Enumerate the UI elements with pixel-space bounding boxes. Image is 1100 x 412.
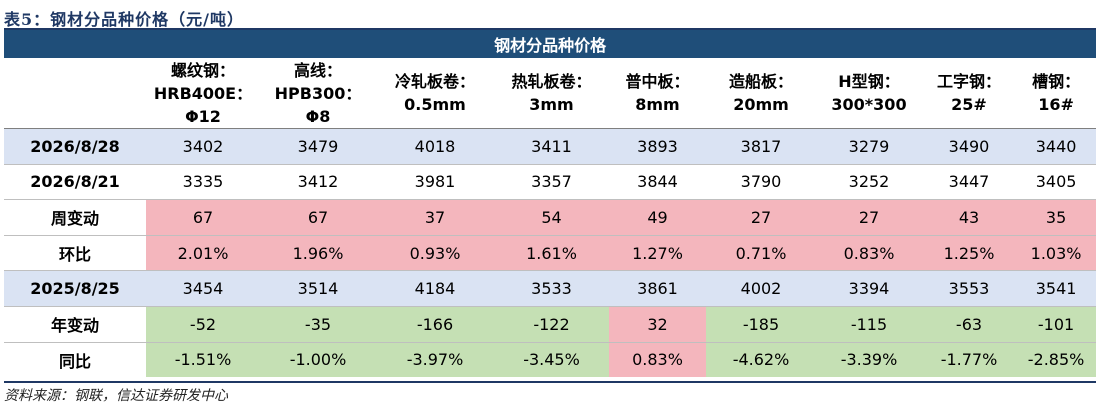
table-cell: -63 <box>922 305 1016 343</box>
table-caption: 表5：钢材分品种价格（元/吨） <box>4 10 244 29</box>
table-cell: -3.97% <box>376 341 494 378</box>
header-corner <box>4 58 146 129</box>
table-cell: 4184 <box>376 270 494 307</box>
column-header: 螺纹钢： HRB400E： Φ12 <box>146 58 260 129</box>
table-cell: 4018 <box>376 128 494 165</box>
table-cell: 2.01% <box>146 234 260 271</box>
table-cell: -3.45% <box>494 341 609 378</box>
table-cell: 3861 <box>609 270 706 307</box>
table-cell: -122 <box>494 305 609 343</box>
table-cell: 0.71% <box>706 234 816 271</box>
row-label: 2026/8/28 <box>4 128 146 165</box>
table-cell: 1.25% <box>922 234 1016 271</box>
table-cell: 3514 <box>260 270 376 307</box>
column-header: 工字钢： 25# <box>922 58 1016 129</box>
table-row: 年变动 -52 -35 -166 -122 32 -185 -115 -63 -101 <box>4 305 1097 343</box>
table-title: 钢材分品种价格 <box>4 30 1097 58</box>
row-label: 同比 <box>4 341 146 378</box>
table-cell: 0.83% <box>609 341 706 378</box>
table-row: 2025/8/25 3454 3514 4184 3533 3861 4002 3394 355… <box>4 270 1097 307</box>
row-label: 环比 <box>4 234 146 271</box>
column-header: 普中板： 8mm <box>609 58 706 129</box>
column-header: 冷轧板卷： 0.5mm <box>376 58 494 129</box>
table-cell: 67 <box>260 199 376 236</box>
table-cell: -4.62% <box>706 341 816 378</box>
table-cell: 27 <box>816 199 922 236</box>
table-cell: 3893 <box>609 128 706 165</box>
table-cell: 37 <box>376 199 494 236</box>
table-cell: 3533 <box>494 270 609 307</box>
table-cell: 3402 <box>146 128 260 165</box>
table-cell: -2.85% <box>1016 341 1097 378</box>
table-cell: -1.51% <box>146 341 260 378</box>
table-cell: 3490 <box>922 128 1016 165</box>
row-label: 周变动 <box>4 199 146 236</box>
table-cell: -1.77% <box>922 341 1016 378</box>
table-cell: 3541 <box>1016 270 1097 307</box>
row-label: 2025/8/25 <box>4 270 146 307</box>
table-title-row: 钢材分品种价格 <box>4 30 1097 58</box>
table-cell: 3411 <box>494 128 609 165</box>
bottom-rule <box>4 381 1096 383</box>
table-cell: -35 <box>260 305 376 343</box>
table-cell: 4002 <box>706 270 816 307</box>
table-cell: -185 <box>706 305 816 343</box>
table-cell: 3440 <box>1016 128 1097 165</box>
table-cell: 27 <box>706 199 816 236</box>
column-header: 造船板： 20mm <box>706 58 816 129</box>
table-cell: 3844 <box>609 163 706 200</box>
table-cell: -166 <box>376 305 494 343</box>
table-cell: 3394 <box>816 270 922 307</box>
table-cell: 3817 <box>706 128 816 165</box>
column-header: 槽钢： 16# <box>1016 58 1097 129</box>
table-cell: 3357 <box>494 163 609 200</box>
top-rule <box>4 28 1096 30</box>
table-row: 2026/8/21 3335 3412 3981 3357 3844 3790 3252 344… <box>4 163 1097 200</box>
table-cell: -52 <box>146 305 260 343</box>
column-header: 热轧板卷： 3mm <box>494 58 609 129</box>
table-cell: 49 <box>609 199 706 236</box>
table-row: 2026/8/28 3402 3479 4018 3411 3893 3817 3279 349… <box>4 128 1097 165</box>
column-header: 高线： HPB300： Φ8 <box>260 58 376 129</box>
table-cell: 32 <box>609 305 706 343</box>
table-cell: 1.61% <box>494 234 609 271</box>
table-cell: 3335 <box>146 163 260 200</box>
column-header-row: 螺纹钢： HRB400E： Φ12 高线： HPB300： Φ8 冷轧板卷： 0.5… <box>4 58 1097 129</box>
table-cell: 3252 <box>816 163 922 200</box>
table-cell: 3279 <box>816 128 922 165</box>
column-header: H型钢： 300*300 <box>816 58 922 129</box>
row-label: 2026/8/21 <box>4 163 146 200</box>
table-cell: 54 <box>494 199 609 236</box>
table-cell: 3405 <box>1016 163 1097 200</box>
table-cell: -115 <box>816 305 922 343</box>
table-cell: 3553 <box>922 270 1016 307</box>
table-cell: 3790 <box>706 163 816 200</box>
table-cell: -101 <box>1016 305 1097 343</box>
table-cell: 3412 <box>260 163 376 200</box>
table-cell: 3447 <box>922 163 1016 200</box>
table-row: 周变动 67 67 37 54 49 27 27 43 35 <box>4 199 1097 236</box>
table-cell: 0.83% <box>816 234 922 271</box>
table-cell: 3981 <box>376 163 494 200</box>
table-cell: -1.00% <box>260 341 376 378</box>
table-cell: 1.03% <box>1016 234 1097 271</box>
table-cell: 3454 <box>146 270 260 307</box>
table-cell: 3479 <box>260 128 376 165</box>
table-cell: 67 <box>146 199 260 236</box>
row-label: 年变动 <box>4 305 146 343</box>
table-cell: 1.27% <box>609 234 706 271</box>
steel-price-table: 钢材分品种价格 螺纹钢： HRB400E： Φ12 高线： HPB300： Φ8 冷… <box>4 30 1097 378</box>
table-cell: 0.93% <box>376 234 494 271</box>
table-cell: -3.39% <box>816 341 922 378</box>
source-note: 资料来源：钢联，信达证券研发中心 <box>4 388 228 404</box>
table-cell: 1.96% <box>260 234 376 271</box>
table-row: 环比 2.01% 1.96% 0.93% 1.61% 1.27% 0.71% 0.83% 1.2… <box>4 234 1097 271</box>
table-cell: 43 <box>922 199 1016 236</box>
table-cell: 35 <box>1016 199 1097 236</box>
table-row: 同比 -1.51% -1.00% -3.97% -3.45% 0.83% -4.62% -3.… <box>4 341 1097 378</box>
